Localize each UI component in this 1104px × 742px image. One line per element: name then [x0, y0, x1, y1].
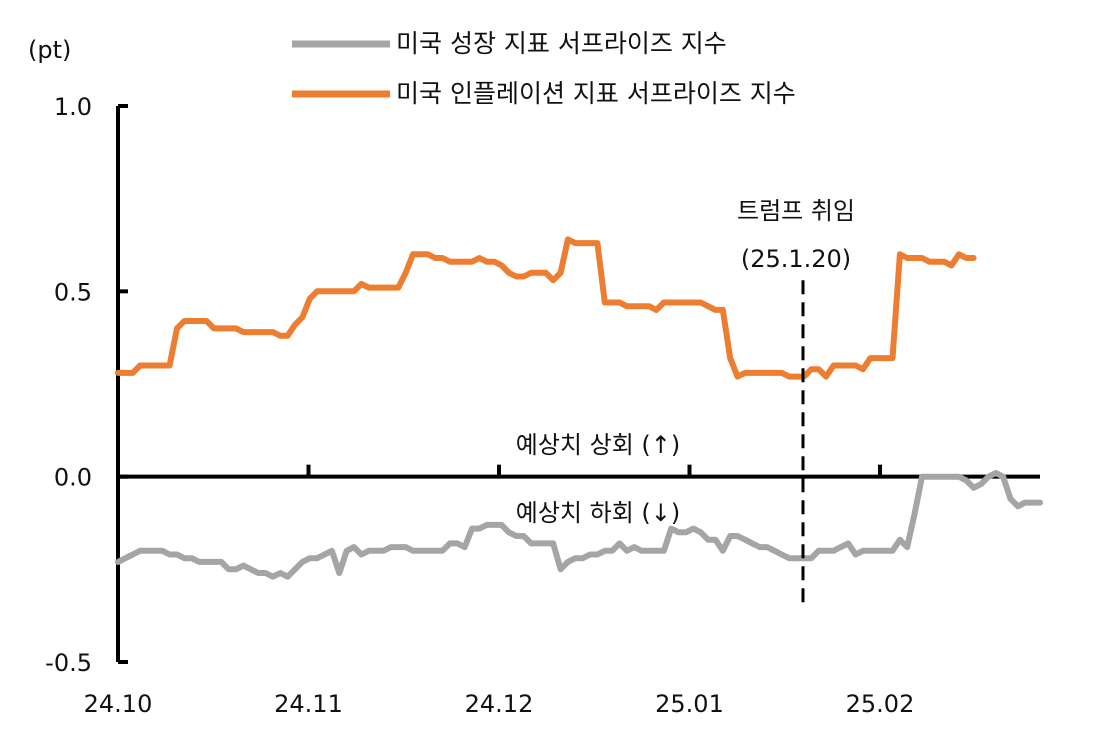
x-tick-label: 24.10 — [84, 690, 153, 718]
x-tick-labels: 24.10 24.11 24.12 25.01 25.02 — [84, 690, 915, 718]
legend-label-inflation: 미국 인플레이션 지표 서프라이즈 지수 — [396, 79, 796, 108]
below-expectation-label: 예상치 하회 (↓) — [516, 499, 681, 527]
y-tick-label: 0.0 — [54, 464, 92, 492]
y-tick-labels: 1.0 0.5 0.0 -0.5 — [45, 93, 92, 677]
y-tick-label: 0.5 — [54, 278, 92, 306]
x-tick-label: 24.11 — [274, 690, 343, 718]
y-tick-label: -0.5 — [45, 649, 92, 677]
growth-surprise-index-line — [115, 470, 1043, 580]
x-tick-label: 24.12 — [465, 690, 534, 718]
event-title-label: 트럼프 취임 — [737, 197, 855, 225]
y-tick-label: 1.0 — [54, 93, 92, 121]
event-date-label: (25.1.20) — [741, 245, 851, 273]
x-tick-label: 25.01 — [655, 690, 724, 718]
legend: 미국 성장 지표 서프라이즈 지수 미국 인플레이션 지표 서프라이즈 지수 — [292, 29, 796, 108]
axes — [116, 104, 1040, 664]
inflation-surprise-index-line — [115, 236, 977, 380]
y-axis-unit-label: (pt) — [28, 36, 71, 64]
legend-label-growth: 미국 성장 지표 서프라이즈 지수 — [396, 29, 727, 58]
x-tick-label: 25.02 — [846, 690, 915, 718]
above-expectation-label: 예상치 상회 (↑) — [516, 431, 681, 459]
series-layer — [115, 236, 1043, 580]
